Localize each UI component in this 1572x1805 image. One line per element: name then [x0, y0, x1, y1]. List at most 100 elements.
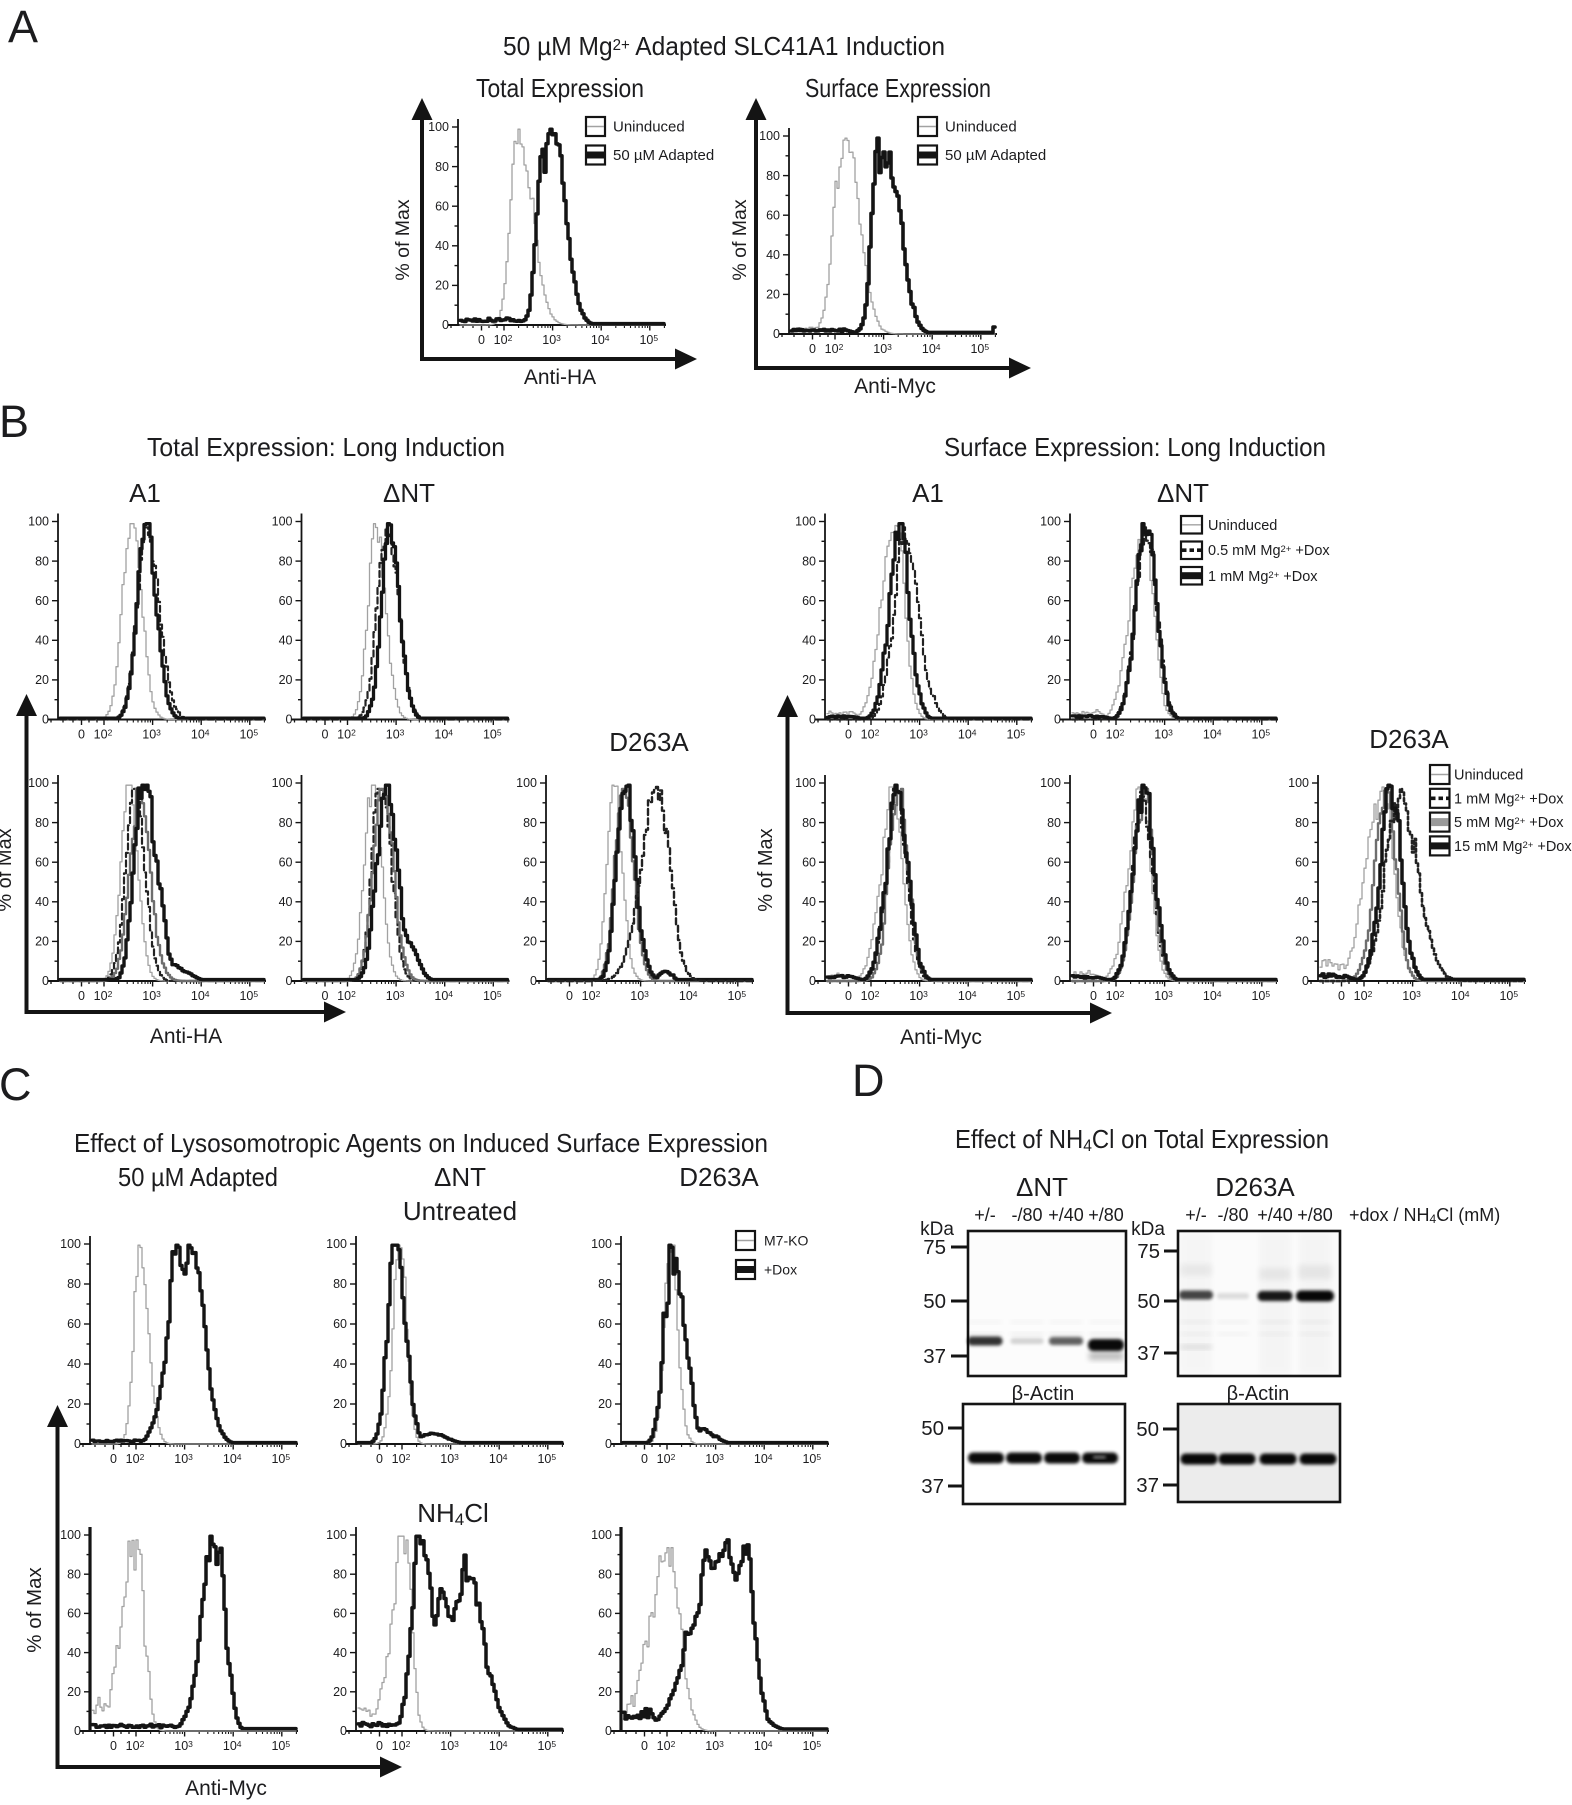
svg-text:37: 37	[1137, 1342, 1160, 1365]
svg-text:40: 40	[67, 1646, 81, 1660]
svg-text:0: 0	[845, 728, 852, 742]
svg-text:100: 100	[1040, 515, 1061, 529]
svg-text:0: 0	[286, 974, 293, 988]
svg-text:Uninduced: Uninduced	[1208, 518, 1277, 534]
svg-text:40: 40	[333, 1357, 347, 1371]
svg-text:50: 50	[1136, 1418, 1159, 1441]
svg-text:50: 50	[921, 1417, 944, 1440]
svg-text:0: 0	[110, 1739, 117, 1753]
svg-text:100: 100	[28, 776, 49, 790]
svg-text:A1: A1	[912, 478, 944, 508]
svg-text:50 µM Adapted: 50 µM Adapted	[945, 147, 1046, 164]
svg-text:50 µM Adapted: 50 µM Adapted	[613, 147, 714, 164]
svg-text:60: 60	[67, 1317, 81, 1331]
svg-text:0: 0	[809, 974, 816, 988]
svg-text:40: 40	[279, 895, 293, 909]
svg-text:80: 80	[435, 160, 449, 174]
svg-text:50 µM Mg2+ Adapted SLC41A1 Ind: 50 µM Mg2+ Adapted SLC41A1 Induction	[503, 31, 945, 61]
svg-text:+/-: +/-	[1185, 1205, 1207, 1225]
svg-text:20: 20	[279, 673, 293, 687]
svg-text:0: 0	[530, 974, 537, 988]
svg-text:0: 0	[605, 1437, 612, 1451]
svg-text:A1: A1	[129, 478, 161, 508]
svg-text:D263A: D263A	[609, 727, 689, 757]
svg-text:80: 80	[279, 816, 293, 830]
svg-text:5 mM Mg2+ +Dox: 5 mM Mg2+ +Dox	[1454, 815, 1564, 831]
svg-text:60: 60	[1295, 855, 1309, 869]
svg-text:40: 40	[35, 895, 49, 909]
svg-text:100: 100	[428, 120, 449, 134]
svg-text:20: 20	[67, 1685, 81, 1699]
svg-text:80: 80	[1295, 816, 1309, 830]
svg-text:ΔNT: ΔNT	[434, 1162, 486, 1192]
svg-text:80: 80	[67, 1277, 81, 1291]
svg-text:40: 40	[435, 239, 449, 253]
svg-text:100: 100	[60, 1528, 81, 1542]
svg-text:kDa: kDa	[920, 1219, 954, 1240]
svg-text:Total Expression: Long Inducti: Total Expression: Long Induction	[147, 432, 505, 462]
svg-text:+/80: +/80	[1297, 1205, 1333, 1225]
svg-text:100: 100	[60, 1237, 81, 1251]
svg-text:100: 100	[795, 776, 816, 790]
svg-text:0: 0	[286, 713, 293, 727]
svg-text:0: 0	[1054, 974, 1061, 988]
svg-text:0: 0	[605, 1724, 612, 1738]
svg-text:37: 37	[923, 1345, 946, 1368]
svg-text:20: 20	[333, 1685, 347, 1699]
svg-text:100: 100	[1288, 776, 1309, 790]
svg-text:Anti-Myc: Anti-Myc	[900, 1026, 982, 1049]
svg-text:100: 100	[759, 129, 780, 143]
svg-text:D263A: D263A	[1369, 724, 1449, 754]
svg-text:37: 37	[921, 1475, 944, 1498]
svg-text:60: 60	[279, 594, 293, 608]
svg-text:40: 40	[1047, 634, 1061, 648]
svg-text:100: 100	[591, 1237, 612, 1251]
svg-text:+/40: +/40	[1048, 1205, 1084, 1225]
svg-text:40: 40	[279, 634, 293, 648]
svg-text:80: 80	[598, 1567, 612, 1581]
svg-text:20: 20	[1047, 935, 1061, 949]
svg-text:20: 20	[802, 673, 816, 687]
svg-text:0: 0	[566, 989, 573, 1003]
svg-text:40: 40	[598, 1646, 612, 1660]
svg-text:20: 20	[802, 935, 816, 949]
svg-text:NH4Cl: NH4Cl	[417, 1498, 489, 1529]
svg-text:20: 20	[598, 1685, 612, 1699]
svg-text:0: 0	[845, 989, 852, 1003]
svg-text:20: 20	[435, 279, 449, 293]
svg-text:B: B	[0, 396, 29, 447]
svg-text:80: 80	[598, 1277, 612, 1291]
svg-text:1 mM Mg2+ +Dox: 1 mM Mg2+ +Dox	[1454, 791, 1564, 807]
svg-text:ΔNT: ΔNT	[1016, 1172, 1068, 1202]
svg-text:0: 0	[340, 1724, 347, 1738]
svg-text:+/80: +/80	[1088, 1205, 1124, 1225]
svg-text:0: 0	[1090, 989, 1097, 1003]
svg-text:0: 0	[809, 713, 816, 727]
svg-text:0: 0	[1302, 974, 1309, 988]
svg-text:20: 20	[35, 935, 49, 949]
svg-text:75: 75	[1137, 1240, 1160, 1263]
svg-text:80: 80	[35, 816, 49, 830]
svg-text:60: 60	[35, 594, 49, 608]
svg-text:0: 0	[1090, 728, 1097, 742]
svg-text:β-Actin: β-Actin	[1012, 1383, 1075, 1405]
svg-text:% of Max: % of Max	[729, 199, 751, 281]
svg-text:60: 60	[1047, 855, 1061, 869]
svg-text:80: 80	[1047, 554, 1061, 568]
svg-text:+dox / NH4Cl (mM): +dox / NH4Cl (mM)	[1349, 1205, 1500, 1226]
svg-text:1 mM Mg2+ +Dox: 1 mM Mg2+ +Dox	[1208, 569, 1318, 585]
svg-text:20: 20	[1295, 935, 1309, 949]
svg-text:100: 100	[326, 1237, 347, 1251]
svg-text:60: 60	[766, 208, 780, 222]
svg-text:100: 100	[272, 515, 293, 529]
svg-text:20: 20	[598, 1397, 612, 1411]
svg-text:40: 40	[1047, 895, 1061, 909]
svg-text:80: 80	[1047, 816, 1061, 830]
svg-text:0: 0	[442, 318, 449, 332]
svg-text:+/40: +/40	[1257, 1205, 1293, 1225]
svg-text:% of Max: % of Max	[0, 828, 16, 911]
svg-text:+Dox: +Dox	[764, 1262, 797, 1278]
svg-text:Total Expression: Total Expression	[476, 73, 644, 103]
svg-text:60: 60	[598, 1607, 612, 1621]
svg-text:80: 80	[67, 1567, 81, 1581]
